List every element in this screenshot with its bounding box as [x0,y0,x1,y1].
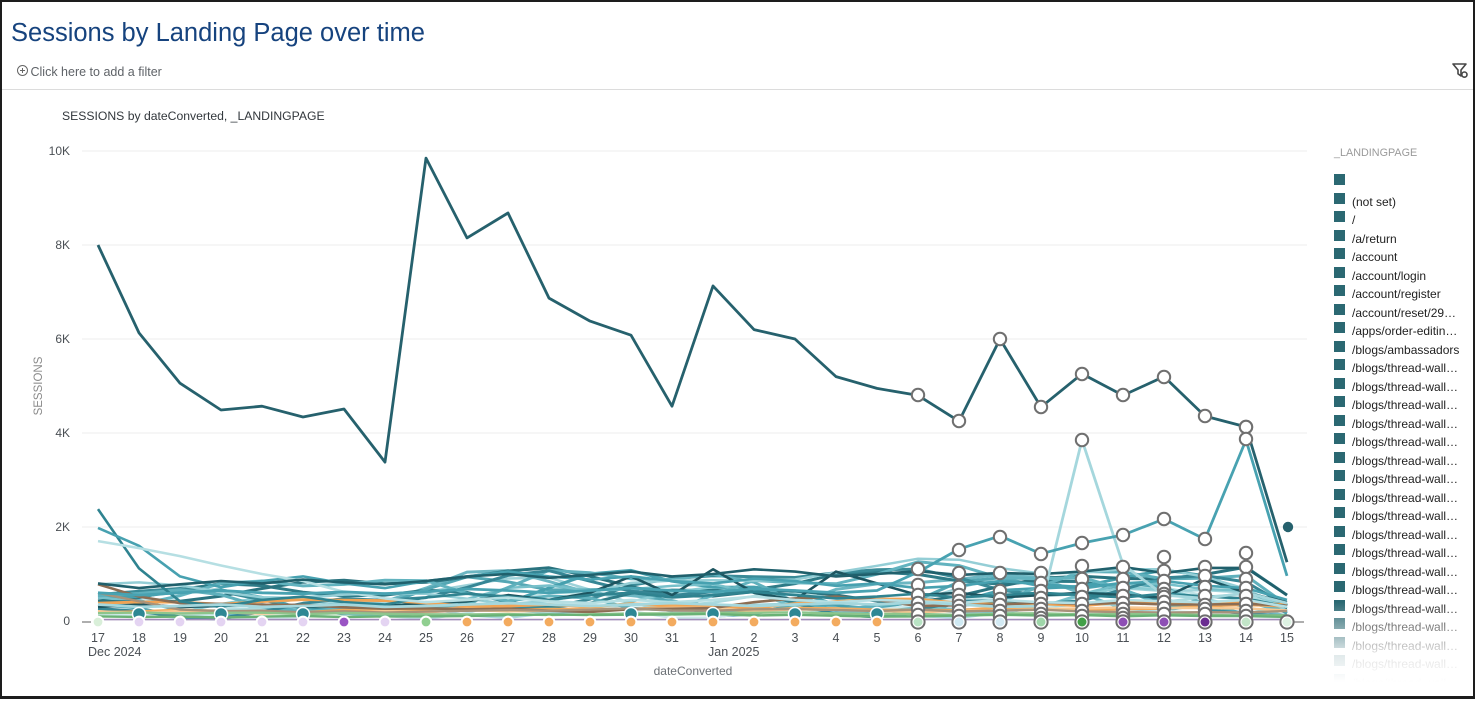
svg-text:19: 19 [173,631,187,645]
svg-text:2K: 2K [55,520,70,534]
svg-text:22: 22 [296,631,310,645]
svg-text:2: 2 [751,631,758,645]
svg-text:17: 17 [91,631,105,645]
svg-text:6: 6 [915,631,922,645]
svg-text:24: 24 [378,631,392,645]
svg-text:12: 12 [1157,631,1171,645]
svg-text:18: 18 [132,631,146,645]
svg-text:21: 21 [255,631,269,645]
svg-text:20: 20 [214,631,228,645]
svg-text:31: 31 [665,631,679,645]
svg-text:dateConverted: dateConverted [654,664,733,678]
svg-text:13: 13 [1198,631,1212,645]
svg-text:28: 28 [542,631,556,645]
svg-text:30: 30 [624,631,638,645]
svg-text:29: 29 [583,631,597,645]
svg-text:8K: 8K [55,238,70,252]
svg-text:0: 0 [63,614,70,628]
svg-text:4K: 4K [55,426,70,440]
svg-text:14: 14 [1239,631,1253,645]
svg-text:23: 23 [337,631,351,645]
svg-text:8: 8 [997,631,1004,645]
svg-text:10: 10 [1075,631,1089,645]
svg-text:Jan 2025: Jan 2025 [708,645,759,659]
svg-text:26: 26 [460,631,474,645]
svg-text:7: 7 [956,631,963,645]
svg-text:5: 5 [874,631,881,645]
svg-text:11: 11 [1117,631,1130,645]
svg-text:Dec 2024: Dec 2024 [88,645,142,659]
svg-text:9: 9 [1038,631,1045,645]
svg-text:10K: 10K [49,144,70,158]
svg-text:1: 1 [710,631,717,645]
svg-text:25: 25 [419,631,433,645]
svg-text:15: 15 [1280,631,1294,645]
svg-text:4: 4 [833,631,840,645]
svg-text:SESSIONS: SESSIONS [33,356,45,415]
svg-text:3: 3 [792,631,799,645]
svg-text:27: 27 [501,631,515,645]
svg-text:6K: 6K [55,332,70,346]
